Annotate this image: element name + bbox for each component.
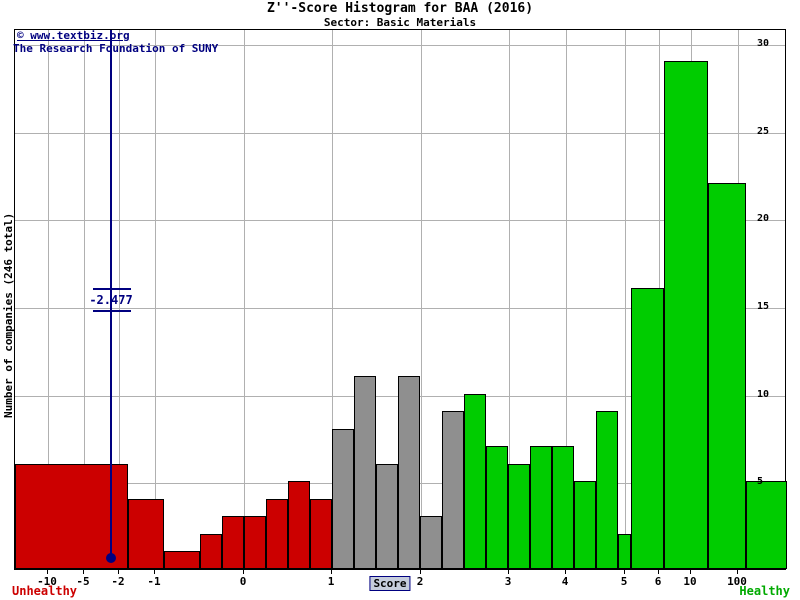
chart-title: Z''-Score Histogram for BAA (2016) bbox=[266, 1, 534, 16]
histogram-bar-healthy bbox=[618, 534, 631, 569]
x-axis-tick-label: -5 bbox=[76, 575, 90, 588]
x-axis-tick-mark bbox=[737, 570, 738, 574]
x-axis-tick-label: 6 bbox=[654, 575, 662, 588]
x-axis-tick-label: 5 bbox=[620, 575, 628, 588]
histogram-bar-neutral bbox=[442, 411, 464, 569]
histogram-bar-healthy bbox=[664, 61, 708, 569]
x-axis-tick-label: 0 bbox=[239, 575, 247, 588]
histogram-bar-healthy bbox=[631, 288, 664, 569]
x-axis-tick-mark bbox=[658, 570, 659, 574]
threshold-marker-value: -2.477 bbox=[89, 293, 133, 307]
histogram-bar-healthy bbox=[596, 411, 618, 569]
x-axis-tick-mark bbox=[154, 570, 155, 574]
threshold-marker-cap-top bbox=[93, 288, 131, 290]
v-gridline bbox=[421, 30, 422, 569]
x-axis-tick-label: -10 bbox=[37, 575, 57, 588]
histogram-bar-healthy bbox=[486, 446, 508, 569]
h-gridline bbox=[15, 308, 785, 309]
x-axis-tick-label: -1 bbox=[147, 575, 161, 588]
x-axis-tick-label: -2 bbox=[111, 575, 125, 588]
histogram-bar-neutral bbox=[376, 464, 398, 569]
x-axis-tick-label: 4 bbox=[561, 575, 569, 588]
histogram-bar-neutral bbox=[354, 376, 376, 569]
x-axis-tick-mark bbox=[83, 570, 84, 574]
x-axis-label: Score bbox=[369, 576, 411, 591]
x-axis-tick-mark bbox=[243, 570, 244, 574]
histogram-bar-unhealthy bbox=[288, 481, 310, 569]
x-axis-tick-mark bbox=[420, 570, 421, 574]
h-gridline bbox=[15, 220, 785, 221]
watermark-link[interactable]: © www.textbiz.org bbox=[17, 29, 130, 42]
histogram-bar-healthy bbox=[552, 446, 574, 569]
v-gridline bbox=[332, 30, 333, 569]
histogram-bar-unhealthy bbox=[128, 499, 164, 569]
v-gridline bbox=[509, 30, 510, 569]
y-axis-tick-label: 20 bbox=[757, 213, 770, 224]
histogram-bar-unhealthy bbox=[222, 516, 244, 569]
x-axis-tick-label: 100 bbox=[727, 575, 747, 588]
x-axis-tick-mark bbox=[624, 570, 625, 574]
v-gridline bbox=[566, 30, 567, 569]
histogram-bar-neutral bbox=[398, 376, 420, 569]
histogram-bar-unhealthy bbox=[244, 516, 266, 569]
histogram-bar-unhealthy bbox=[266, 499, 288, 569]
y-axis-tick-label: 10 bbox=[757, 389, 770, 400]
v-gridline bbox=[244, 30, 245, 569]
chart-subtitle: Sector: Basic Materials bbox=[323, 16, 477, 29]
h-gridline bbox=[15, 133, 785, 134]
x-axis-tick-mark bbox=[47, 570, 48, 574]
x-axis-tick-mark bbox=[690, 570, 691, 574]
v-gridline bbox=[48, 30, 49, 569]
histogram-bar-unhealthy bbox=[164, 551, 200, 569]
plot-area: -2.477 bbox=[14, 29, 787, 570]
histogram-bar-unhealthy bbox=[310, 499, 332, 569]
histogram-bar-neutral bbox=[332, 429, 354, 569]
x-axis-tick-mark bbox=[565, 570, 566, 574]
watermark-org: The Research Foundation of SUNY bbox=[13, 42, 219, 55]
histogram-bar-healthy bbox=[530, 446, 552, 569]
histogram-bar-healthy bbox=[708, 183, 746, 569]
x-axis-tick-label: 10 bbox=[683, 575, 697, 588]
x-axis-tick-label: 2 bbox=[416, 575, 424, 588]
y-axis-tick-label: 5 bbox=[757, 476, 764, 487]
histogram-bar-healthy bbox=[746, 481, 787, 569]
threshold-marker-cap-bottom bbox=[93, 310, 131, 312]
x-axis-tick-mark bbox=[331, 570, 332, 574]
histogram-bar-healthy bbox=[574, 481, 596, 569]
threshold-marker-dot bbox=[106, 553, 116, 563]
histogram-bar-healthy bbox=[464, 394, 486, 569]
x-axis-tick-label: 3 bbox=[504, 575, 512, 588]
y-axis-tick-label: 30 bbox=[757, 38, 770, 49]
histogram-bar-neutral bbox=[420, 516, 442, 569]
y-axis-tick-label: 15 bbox=[757, 301, 770, 312]
h-gridline bbox=[15, 45, 785, 46]
y-axis-tick-label: 25 bbox=[757, 126, 770, 137]
histogram-bar-healthy bbox=[508, 464, 530, 569]
healthy-label: Healthy bbox=[739, 584, 790, 598]
x-axis-tick-mark bbox=[118, 570, 119, 574]
v-gridline bbox=[84, 30, 85, 569]
histogram-bar-unhealthy bbox=[200, 534, 222, 569]
v-gridline bbox=[155, 30, 156, 569]
x-axis-tick-mark bbox=[508, 570, 509, 574]
v-gridline bbox=[119, 30, 120, 569]
v-gridline bbox=[625, 30, 626, 569]
unhealthy-label: Unhealthy bbox=[12, 584, 78, 598]
threshold-marker-line bbox=[110, 30, 112, 558]
histogram-bar-unhealthy bbox=[15, 464, 128, 569]
x-axis-tick-label: 1 bbox=[327, 575, 335, 588]
